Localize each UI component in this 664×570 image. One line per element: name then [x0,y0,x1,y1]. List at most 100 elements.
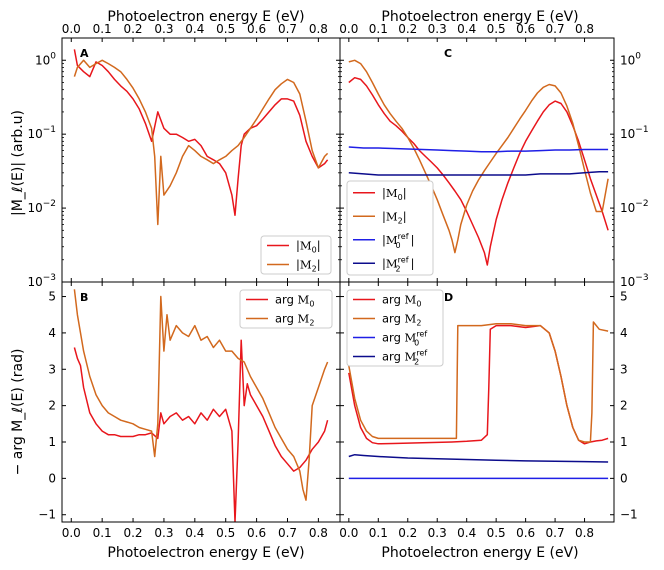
y-tick-label: 2 [48,399,56,413]
y-tick-label: 10−3 [27,273,56,289]
legend-label: arg M2 [275,312,314,328]
y-tick-label: 2 [620,399,628,413]
y-tick-label: 3 [620,362,628,376]
y-tick-label: 10−3 [620,273,649,289]
legend-label: arg M2 [382,312,421,328]
y-tick-label: 1 [48,435,56,449]
x-tick-label: 0.8 [309,526,328,540]
series-line-m2 [73,289,329,501]
x-tick-label: 0.6 [247,526,266,540]
x-tick-label: 0.1 [369,22,388,36]
x-tick-label: 0.8 [575,22,594,36]
x-tick-label: 0.3 [154,22,173,36]
y-tick-label: −1 [620,508,638,522]
series-line-m2ref [348,453,609,463]
x-tick-label: 0.7 [546,526,565,540]
y-tick-label: 3 [48,362,56,376]
legend-label: |M0| [296,239,321,255]
x-tick-label: 0.2 [398,22,417,36]
x-tick-label: 0.3 [428,526,447,540]
legend-label: |M0| [382,186,407,202]
x-tick-label: 0.5 [487,22,506,36]
x-tick-label: 0.5 [216,526,235,540]
legend-label: |M2| [296,258,321,274]
y-tick-label: −1 [38,508,56,522]
panel-letter: B [80,291,88,304]
panel-d: 0.0 0.1 0.2 0.3 0.4 0.5 0.6 0.7 0.8 −1 0 1 2 3 4 5 Darg … [339,281,638,540]
y-tick-label: 5 [620,290,628,304]
x-tick-label: 0.7 [278,526,297,540]
x-tick-label: 0.4 [185,22,204,36]
legend-label: arg Mref 0 [382,330,427,348]
y-tick-label: 10−2 [27,199,56,215]
x-tick-label: 0.4 [457,22,476,36]
x-tick-label: 0.6 [516,22,535,36]
series-line-m2 [348,321,609,443]
x-tick-label: 0.2 [123,526,142,540]
x-tick-label: 0.7 [278,22,297,36]
legend-label: |M2| [382,209,407,225]
series-line-m0ref [348,146,609,153]
bottom-x-axis-label: Photoelectron energy E (eV) [107,545,304,561]
legend-label: arg M0 [275,293,314,309]
legend: |M0||M2||Mref 0 ||Mref 2 | [346,180,434,276]
x-tick-label: 0.2 [398,526,417,540]
x-tick-label: 0.1 [93,526,112,540]
x-tick-label: 0.0 [339,22,358,36]
y-tick-label: 4 [48,326,56,340]
bottom-x-axis-label-right: Photoelectron energy E (eV) [381,545,578,561]
x-tick-label: 0.3 [428,22,447,36]
x-tick-label: 0.5 [216,22,235,36]
panel-a: 0.0 0.1 0.2 0.3 0.4 0.5 0.6 0.7 0.8 100 10−1 10−2 10… [27,22,341,289]
top-x-axis-label: Photoelectron energy E (eV) [107,9,304,25]
top-x-axis-label-right: Photoelectron energy E (eV) [381,9,578,25]
y-axis-label-phase: − arg M_ℓ(E) (rad) [10,349,26,476]
series-line-m2ref [348,171,609,176]
y-tick-label: 1 [620,435,628,449]
panel-letter: D [444,291,453,304]
panel-c: 0.0 0.1 0.2 0.3 0.4 0.5 0.6 0.7 0.8 100 10−1 10−2 10… [339,22,648,289]
x-tick-label: 0.6 [247,22,266,36]
y-tick-label: 10−1 [620,125,649,141]
y-axis-label-magnitude: |M_ℓ(E)| (arb.u) [10,110,26,216]
x-tick-label: 0.8 [309,22,328,36]
x-tick-label: 0.8 [575,526,594,540]
x-tick-label: 0.1 [93,22,112,36]
x-tick-label: 0.0 [339,526,358,540]
y-tick-label: 10−1 [27,125,56,141]
series-line-m2 [73,59,329,226]
x-tick-label: 0.1 [369,526,388,540]
series-line-m0 [73,339,329,522]
legend-label: arg Mref 2 [382,349,427,367]
y-tick-label: 100 [35,51,56,67]
panel-letter: C [444,47,452,60]
x-tick-label: 0.4 [185,526,204,540]
x-tick-label: 0.6 [516,526,535,540]
series-line-m0 [73,49,329,216]
y-tick-label: 0 [48,471,56,485]
x-tick-label: 0.7 [546,22,565,36]
legend-box [346,289,444,367]
legend-box [346,180,434,276]
legend: |M0| |M2| [260,235,332,275]
series-line-m2 [348,59,609,254]
x-tick-label: 0.4 [457,526,476,540]
y-tick-label: 10−2 [620,199,649,215]
y-tick-label: 5 [48,290,56,304]
x-tick-label: 0.2 [123,22,142,36]
y-tick-label: 0 [620,471,628,485]
x-tick-label: 0.0 [62,22,81,36]
legend-label: |Mref 0 | [382,232,414,250]
legend: arg M0 arg M2 [239,289,333,329]
plot-frame [339,281,615,523]
x-tick-label: 0.5 [487,526,506,540]
x-tick-label: 0.0 [62,526,81,540]
y-tick-label: 100 [620,51,641,67]
series-line-m0 [348,76,609,266]
y-tick-label: 4 [620,326,628,340]
panel-letter: A [80,47,89,60]
legend-label: arg M0 [382,293,421,309]
